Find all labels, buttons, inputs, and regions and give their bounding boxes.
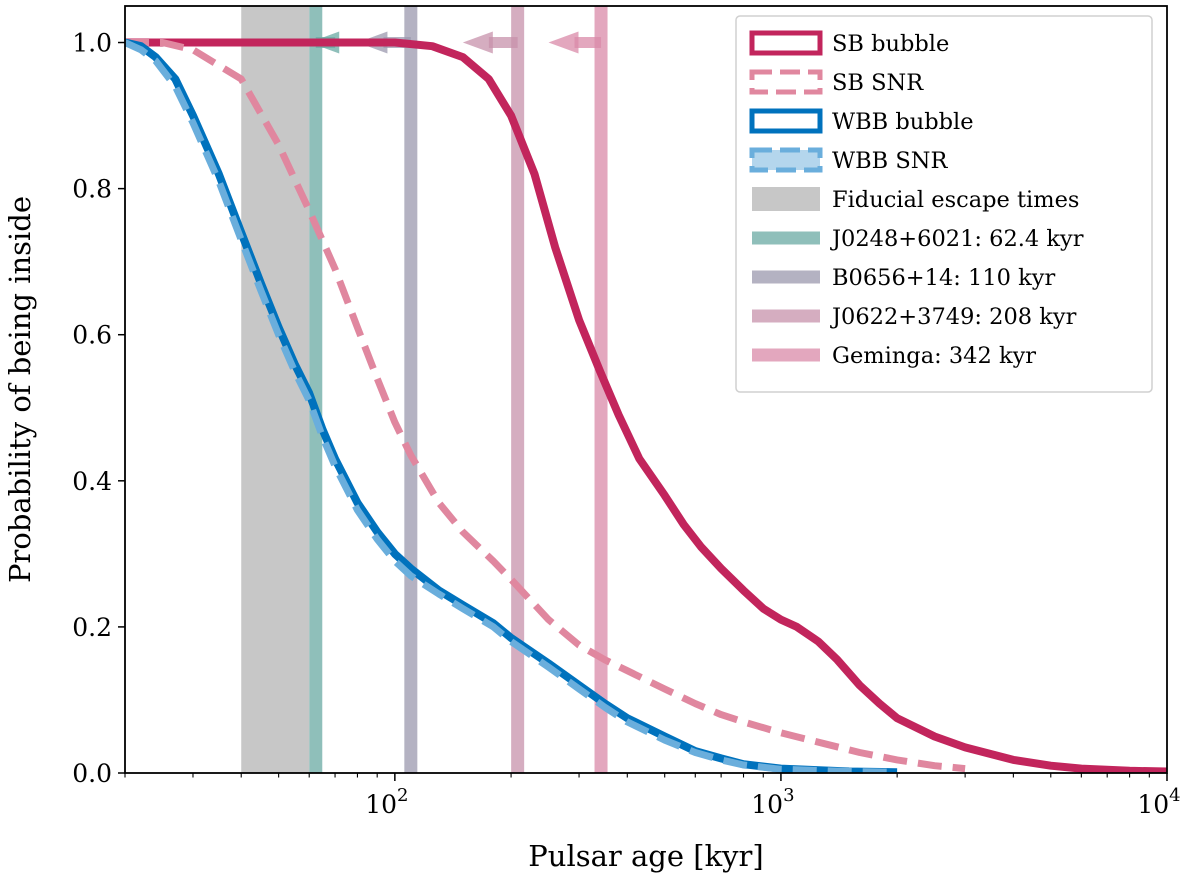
legend-handle-wbb-snr bbox=[749, 147, 823, 173]
arrow-head-j0622-3749-208-kyr bbox=[462, 31, 493, 54]
legend-label-b0656-14-110-kyr: B0656+14: 110 kyr bbox=[832, 265, 1055, 291]
vline-geminga-342-kyr bbox=[594, 6, 608, 773]
y-tick-label: 0.4 bbox=[72, 467, 112, 496]
legend-handle-fiducial-escape-times bbox=[752, 187, 820, 211]
legend-label-sb-bubble: SB bubble bbox=[832, 31, 949, 57]
axes: 0.0 0.2 0.4 0.6 0.8 1.0 102 103 104 bbox=[72, 29, 1180, 819]
legend-handle-wbb-bubble bbox=[749, 108, 823, 134]
arrow-head-geminga-342-kyr bbox=[548, 31, 579, 54]
legend-label-j0622-3749-208-kyr: J0622+3749: 208 kyr bbox=[830, 304, 1077, 330]
y-tick-label: 0.6 bbox=[72, 321, 112, 350]
series-line-sb-bubble bbox=[125, 38, 1167, 773]
y-tick-label: 0.2 bbox=[72, 613, 112, 642]
y-tick-label: 0.0 bbox=[72, 759, 112, 788]
legend-label-sb-snr: SB SNR bbox=[832, 70, 924, 96]
series-layer bbox=[125, 38, 1167, 773]
shaded-region-fiducial-escape-times bbox=[241, 6, 310, 773]
legend-label-wbb-bubble: WBB bubble bbox=[832, 109, 974, 135]
vline-b0656-14-110-kyr bbox=[404, 6, 418, 773]
legend-label-wbb-snr: WBB SNR bbox=[832, 148, 948, 174]
y-axis-label: Probability of being inside bbox=[3, 196, 37, 583]
plot-frame bbox=[124, 5, 1168, 774]
series-line-sb-snr bbox=[125, 39, 966, 773]
legend-handle-sb-bubble bbox=[749, 30, 823, 56]
x-axis-label: Pulsar age [kyr] bbox=[528, 839, 763, 873]
x-tick-label: 102 bbox=[365, 785, 408, 819]
legend-label-fiducial-escape-times: Fiducial escape times bbox=[832, 187, 1079, 213]
y-tick-label: 1.0 bbox=[72, 29, 112, 58]
series-line-wbb-snr bbox=[125, 39, 898, 773]
legend-handle-sb-snr bbox=[749, 69, 823, 95]
shade-layer bbox=[241, 6, 310, 773]
y-tick-label: 0.8 bbox=[72, 175, 112, 204]
plot-area bbox=[125, 6, 1167, 773]
legend-label-geminga-342-kyr: Geminga: 342 kyr bbox=[832, 343, 1036, 369]
x-tick-label: 103 bbox=[751, 785, 794, 819]
vline-j0248-6021-62-4-kyr bbox=[309, 6, 323, 773]
legend-label-j0248-6021-62-4-kyr: J0248+6021: 62.4 kyr bbox=[830, 226, 1084, 252]
x-tick-label: 104 bbox=[1137, 785, 1180, 819]
legend-frame bbox=[735, 15, 1153, 393]
legend: SB bubble SB SNR WBB bubble WBB SNR Fiducial… bbox=[735, 15, 1153, 393]
